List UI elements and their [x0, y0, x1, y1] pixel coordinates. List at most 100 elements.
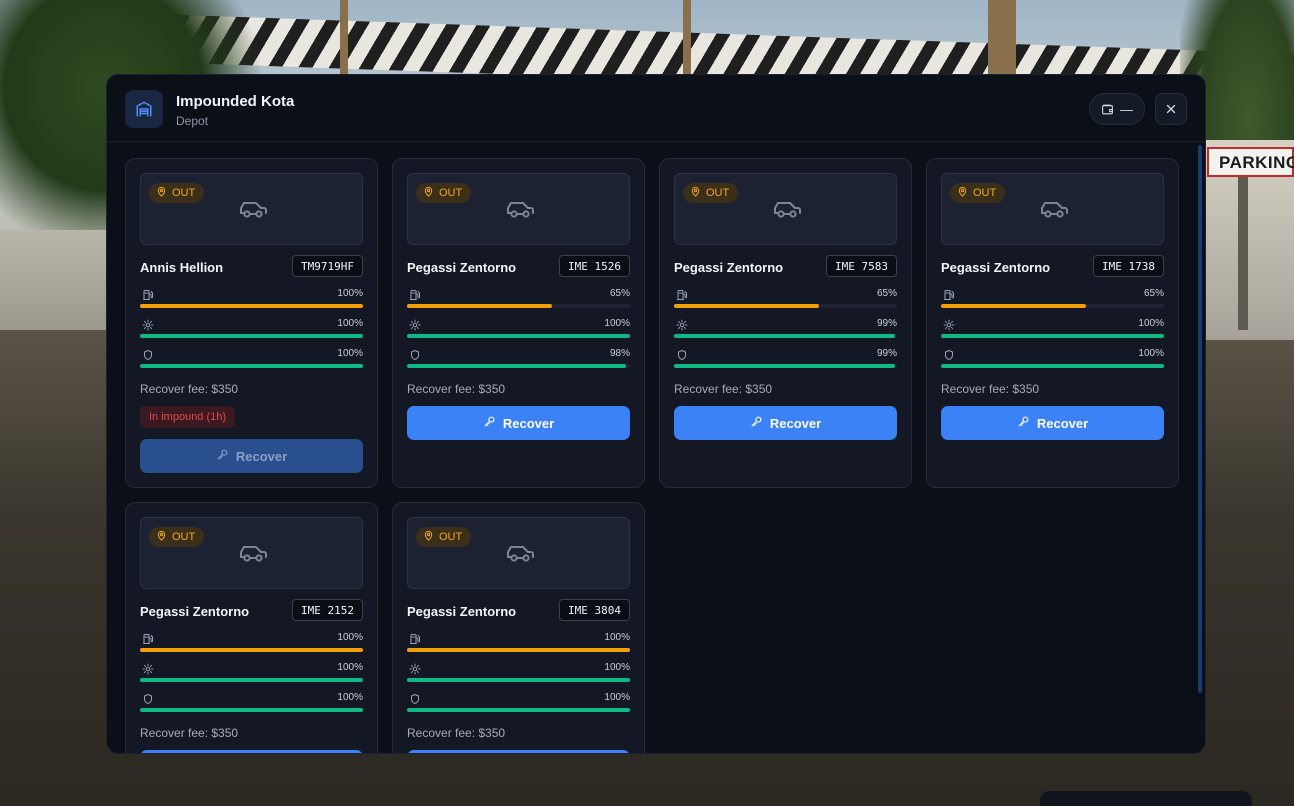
- fuel-percent: 65%: [876, 288, 897, 299]
- location-pin-icon: [156, 530, 167, 544]
- fuel-bar: [140, 648, 363, 652]
- body-icon: [142, 348, 154, 366]
- fuel-percent: 65%: [1143, 288, 1164, 299]
- engine-bar-fill: [407, 334, 630, 338]
- body-stat: 100%: [407, 692, 630, 718]
- recover-button[interactable]: Recover: [941, 406, 1164, 440]
- fuel-stat: 65%: [674, 288, 897, 314]
- recover-button-label: Recover: [502, 415, 555, 431]
- status-label: OUT: [172, 187, 196, 199]
- status-badge: OUT: [950, 183, 1006, 203]
- recover-button[interactable]: Recover: [407, 750, 630, 753]
- vehicle-thumbnail: OUT: [140, 173, 363, 245]
- license-plate: IME 3804: [559, 599, 630, 621]
- utility-pole-small: [340, 0, 348, 90]
- garage-icon: [125, 90, 163, 128]
- body-icon: [676, 348, 688, 366]
- recover-button[interactable]: Recover: [407, 406, 630, 440]
- vehicle-name: Pegassi Zentorno: [407, 260, 517, 275]
- fuel-stat: 100%: [407, 632, 630, 658]
- page-title: Impounded Kota: [176, 93, 295, 110]
- license-plate: TM9719HF: [292, 255, 363, 277]
- body-stat: 98%: [407, 348, 630, 374]
- fuel-percent: 100%: [337, 632, 363, 643]
- status-label: OUT: [172, 531, 196, 543]
- fuel-icon: [409, 632, 421, 650]
- fuel-stat: 65%: [407, 288, 630, 314]
- engine-percent: 99%: [876, 318, 897, 329]
- engine-bar: [674, 334, 897, 338]
- body-bar-fill: [674, 364, 895, 368]
- fuel-bar-fill: [407, 304, 552, 308]
- fuel-bar: [941, 304, 1164, 308]
- engine-icon: [676, 318, 688, 336]
- status-badge: OUT: [683, 183, 739, 203]
- fuel-icon: [409, 288, 421, 306]
- engine-percent: 100%: [604, 318, 630, 329]
- fuel-icon: [142, 632, 154, 650]
- body-percent: 100%: [337, 348, 363, 359]
- car-icon: [238, 542, 268, 569]
- close-button[interactable]: [1155, 93, 1187, 125]
- fuel-bar: [407, 304, 630, 308]
- car-icon: [1039, 198, 1069, 225]
- scrollbar[interactable]: [1198, 145, 1202, 693]
- location-pin-icon: [690, 186, 701, 200]
- body-bar-fill: [407, 708, 630, 712]
- body-bar: [140, 708, 363, 712]
- vehicle-card: OUT Pegassi Zentorno IME 1526 65% 100% 98% Rec…: [392, 158, 645, 488]
- fuel-stat: 100%: [140, 632, 363, 658]
- fuel-bar-fill: [674, 304, 819, 308]
- fuel-bar-fill: [140, 648, 363, 652]
- engine-stat: 100%: [941, 318, 1164, 344]
- body-bar: [407, 364, 630, 368]
- vehicle-thumbnail: OUT: [407, 517, 630, 589]
- location-pin-icon: [957, 186, 968, 200]
- fuel-bar: [674, 304, 897, 308]
- wallet-value: —: [1120, 101, 1133, 117]
- vehicle-name: Pegassi Zentorno: [941, 260, 1051, 275]
- body-icon: [409, 692, 421, 710]
- body-percent: 100%: [604, 692, 630, 703]
- recover-button[interactable]: Recover: [140, 750, 363, 753]
- engine-percent: 100%: [1138, 318, 1164, 329]
- vehicle-name: Annis Hellion: [140, 260, 224, 275]
- car-icon: [772, 198, 802, 225]
- status-badge: OUT: [149, 527, 205, 547]
- recover-fee: Recover fee: $350: [674, 382, 773, 396]
- status-badge: OUT: [149, 183, 205, 203]
- status-label: OUT: [706, 187, 730, 199]
- recover-button-label: Recover: [235, 448, 288, 464]
- engine-bar: [140, 678, 363, 682]
- vehicle-thumbnail: OUT: [140, 517, 363, 589]
- engine-percent: 100%: [337, 662, 363, 673]
- engine-bar-fill: [941, 334, 1164, 338]
- engine-bar: [407, 334, 630, 338]
- body-bar: [941, 364, 1164, 368]
- engine-stat: 100%: [140, 318, 363, 344]
- impound-timer-badge: In impound (1h): [140, 406, 236, 428]
- wallet-balance[interactable]: —: [1089, 93, 1145, 125]
- body-icon: [142, 692, 154, 710]
- vehicle-name: Pegassi Zentorno: [674, 260, 784, 275]
- status-badge: OUT: [416, 527, 472, 547]
- engine-stat: 99%: [674, 318, 897, 344]
- key-icon: [216, 448, 229, 464]
- body-percent: 100%: [337, 692, 363, 703]
- vehicle-name: Pegassi Zentorno: [140, 604, 250, 619]
- status-label: OUT: [439, 531, 463, 543]
- body-percent: 98%: [609, 348, 630, 359]
- body-bar-fill: [140, 364, 363, 368]
- car-icon: [505, 542, 535, 569]
- recover-fee: Recover fee: $350: [407, 382, 506, 396]
- recover-button-label: Recover: [1036, 415, 1089, 431]
- body-stat: 99%: [674, 348, 897, 374]
- recover-fee: Recover fee: $350: [140, 382, 239, 396]
- engine-icon: [142, 318, 154, 336]
- engine-bar-fill: [674, 334, 895, 338]
- engine-percent: 100%: [604, 662, 630, 673]
- car-icon: [505, 198, 535, 225]
- vehicle-thumbnail: OUT: [674, 173, 897, 245]
- recover-button[interactable]: Recover: [140, 439, 363, 473]
- recover-button[interactable]: Recover: [674, 406, 897, 440]
